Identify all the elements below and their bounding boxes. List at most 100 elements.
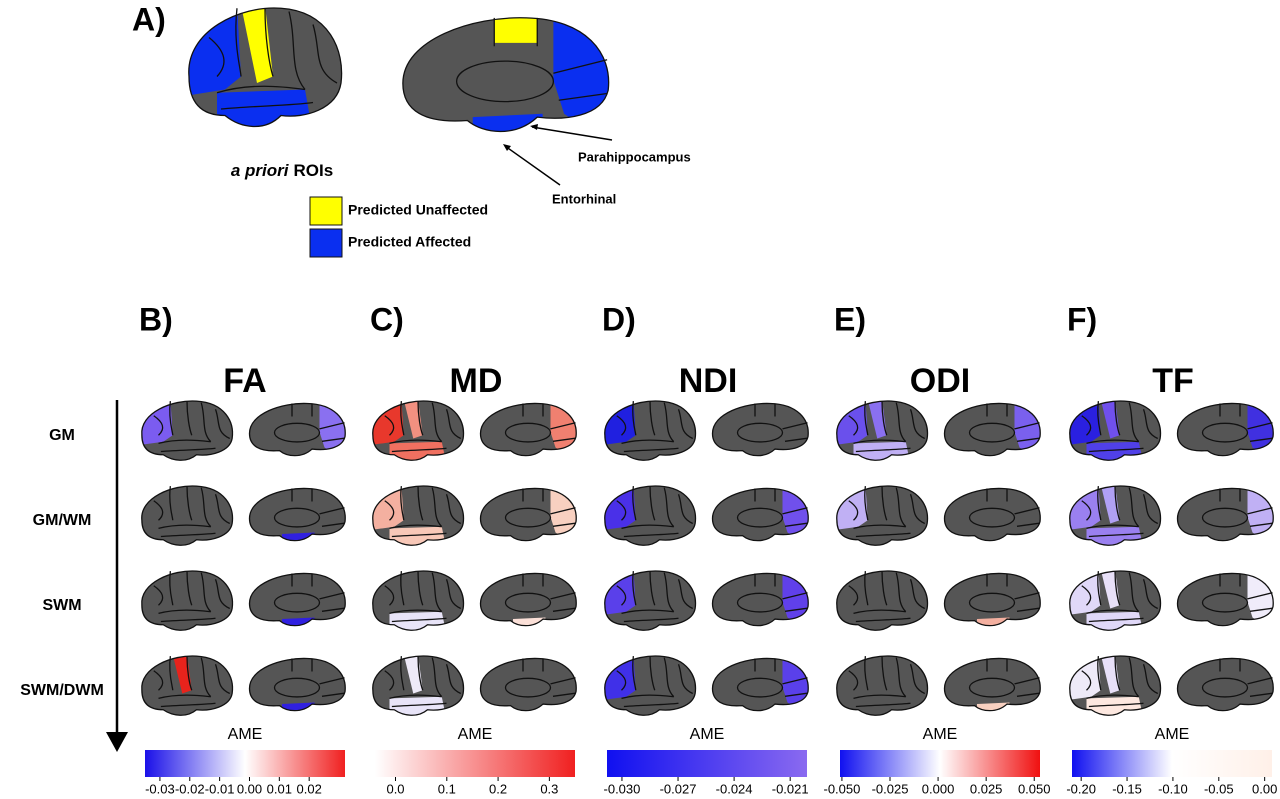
brain-outline xyxy=(1178,488,1274,540)
sulcus xyxy=(209,38,224,77)
sulcus xyxy=(856,618,911,621)
roi-title-italic: a priori xyxy=(231,161,290,180)
regions xyxy=(977,702,1010,711)
tick-label: 0.025 xyxy=(970,781,1003,796)
sulcus xyxy=(1129,488,1139,527)
brain xyxy=(837,571,928,630)
sulcus xyxy=(553,608,576,611)
row-label: GM/WM xyxy=(33,512,92,529)
sulcus xyxy=(320,593,345,599)
brain-outline xyxy=(142,486,233,545)
corpus-callosum xyxy=(970,593,1015,612)
region xyxy=(1086,611,1144,631)
corpus-callosum xyxy=(275,423,320,442)
sulcus xyxy=(1250,608,1273,611)
corpus-callosum xyxy=(738,508,783,527)
region xyxy=(977,702,1010,711)
brain xyxy=(403,13,613,148)
sulcus xyxy=(1082,671,1091,691)
region xyxy=(389,696,447,716)
brain-base xyxy=(836,655,928,716)
sulcus xyxy=(783,678,808,684)
region xyxy=(217,89,313,127)
sulcus xyxy=(313,25,337,84)
panel-label: F) xyxy=(1067,301,1097,337)
corpus-callosum xyxy=(1203,593,1248,612)
metric-title: NDI xyxy=(679,362,738,400)
sulcus xyxy=(154,416,163,436)
sulcus xyxy=(161,533,216,536)
brain xyxy=(945,488,1041,540)
sulcus xyxy=(650,401,655,435)
sulcus xyxy=(1082,586,1091,606)
sulcus xyxy=(911,664,925,693)
brain-base xyxy=(141,485,233,546)
sulcus xyxy=(392,618,447,621)
sulcus xyxy=(856,448,911,451)
panel-label: E) xyxy=(834,301,866,337)
sulcus xyxy=(201,488,211,527)
sulcus xyxy=(1015,508,1040,514)
metric-title: MD xyxy=(450,362,503,400)
panel-label: D) xyxy=(602,301,636,337)
tick-label: -0.05 xyxy=(1204,781,1234,796)
corpus-callosum xyxy=(970,423,1015,442)
panel-label: C) xyxy=(370,301,404,337)
sulcus xyxy=(201,403,211,442)
sulcus xyxy=(320,423,345,429)
sulcus xyxy=(170,656,173,690)
sulcus xyxy=(783,508,808,514)
brain-outline xyxy=(189,8,342,127)
tick-label: -0.15 xyxy=(1112,781,1142,796)
colorbar-title: AME xyxy=(228,726,263,743)
sulcus xyxy=(882,486,887,520)
sulcus xyxy=(170,401,173,435)
metric-title: TF xyxy=(1152,362,1194,400)
brain-outline xyxy=(605,401,696,460)
sulcus xyxy=(679,579,693,608)
sulcus xyxy=(322,523,345,526)
sulcus xyxy=(201,658,211,697)
sulcus xyxy=(1087,440,1139,443)
sulcus xyxy=(1144,409,1158,438)
brain-outline xyxy=(837,571,928,630)
sulcus xyxy=(170,571,173,605)
brain xyxy=(373,571,464,635)
sulcus xyxy=(1144,494,1158,523)
region xyxy=(853,441,911,461)
sulcus xyxy=(1087,695,1139,698)
sulcus xyxy=(617,671,626,691)
brain xyxy=(1178,658,1274,710)
sulcus xyxy=(187,656,192,690)
sulcus xyxy=(896,488,906,527)
regions xyxy=(282,702,315,711)
sulcus xyxy=(856,703,911,706)
corpus-callosum xyxy=(1203,678,1248,697)
metric-title: FA xyxy=(223,362,266,400)
tick-label: -0.027 xyxy=(660,781,697,796)
brain xyxy=(835,485,928,546)
tick-label: -0.01 xyxy=(205,781,235,796)
sulcus xyxy=(385,501,394,521)
sulcus xyxy=(622,610,674,613)
brain xyxy=(713,656,811,718)
brain xyxy=(373,655,464,720)
brain-outline xyxy=(713,403,809,455)
sulcus xyxy=(664,573,674,612)
sulcus xyxy=(154,586,163,606)
row-label: GM xyxy=(49,427,75,444)
sulcus xyxy=(1015,593,1040,599)
brain-outline xyxy=(373,656,464,715)
sulcus xyxy=(161,448,216,451)
sulcus xyxy=(161,618,216,621)
sulcus xyxy=(849,501,858,521)
sulcus xyxy=(679,664,693,693)
panel-label: B) xyxy=(139,301,173,337)
sulcus xyxy=(390,695,442,698)
sulcus xyxy=(1248,678,1273,684)
brain-outline xyxy=(373,401,464,460)
brain xyxy=(142,571,233,630)
sulcus xyxy=(236,8,241,76)
arrow-head xyxy=(530,124,538,130)
tick-label: -0.025 xyxy=(872,781,909,796)
